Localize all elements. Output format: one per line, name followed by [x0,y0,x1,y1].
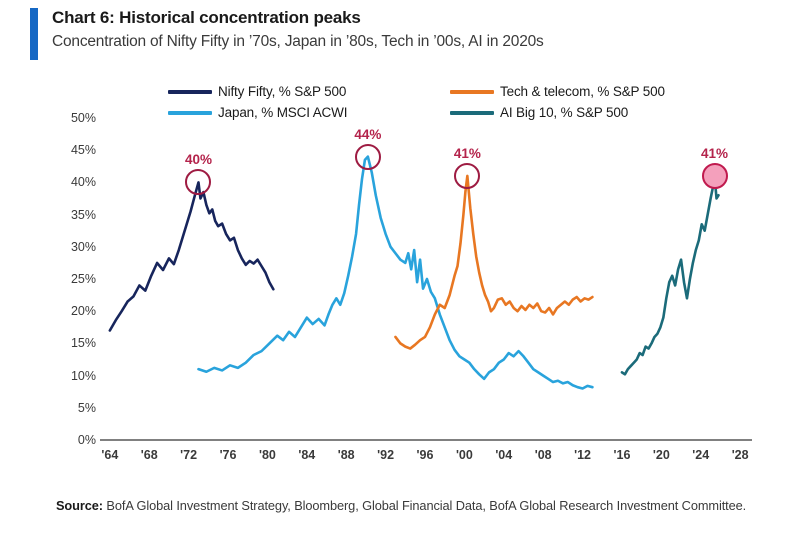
peak-circle-icon [701,162,728,189]
x-axis-tick-label: '28 [731,448,749,462]
legend-label: Japan, % MSCI ACWI [218,105,348,120]
x-axis-tick-label: '88 [337,448,355,462]
y-axis-tick-label: 0% [77,433,96,447]
y-axis-tick-label: 30% [70,239,96,254]
page-title: Chart 6: Historical concentration peaks [52,8,361,27]
source-text: BofA Global Investment Strategy, Bloombe… [102,498,747,513]
legend-label: Nifty Fifty, % S&P 500 [218,84,347,99]
x-axis-tick-label: '76 [219,448,237,462]
x-axis-tick-label: '68 [140,448,158,462]
x-axis-labels: '64 '68 '72 '76 '80 '84 '88 '92 '96 '00 '04 '08 '12 '… [100,448,752,472]
legend-item-1[interactable]: Japan, % MSCI ACWI [168,105,347,120]
chart-header: Chart 6: Historical concentration peaks … [30,6,770,64]
y-axis-tick-label: 15% [70,336,96,351]
x-axis-tick-label: '00 [455,448,473,462]
peak-circle-icon [454,162,481,189]
legend-item-0[interactable]: Nifty Fifty, % S&P 500 [168,84,346,99]
y-axis-tick-label: 50% [70,111,96,125]
x-axis-tick-label: '08 [534,448,552,462]
page-subtitle: Concentration of Nifty Fifty in ’70s, Ja… [52,33,544,50]
legend-item-2[interactable]: Tech & telecom, % S&P 500 [450,84,665,99]
x-axis-tick-label: '04 [495,448,513,462]
x-axis-tick-label: '24 [692,448,710,462]
peak-value-label: 41% [701,145,729,161]
y-axis-tick-label: 40% [70,175,96,190]
series-line-3 [620,174,720,376]
x-axis-tick-label: '64 [101,448,119,462]
x-axis-tick-label: '12 [574,448,591,462]
x-axis-tick-label: '20 [652,448,670,462]
y-axis-tick-label: 5% [77,400,96,415]
legend-swatch-icon [168,110,212,115]
legend-swatch-icon [450,89,494,94]
y-axis-labels: 50% 45% 40% 35% 30% 25% 20% 15% 10% 5% 0% [52,111,96,447]
x-axis-tick-label: '80 [258,448,276,462]
peak-value-label: 44% [354,126,382,142]
legend-label: Tech & telecom, % S&P 500 [500,84,665,99]
legend-label: AI Big 10, % S&P 500 [500,105,629,120]
x-axis-line [100,439,752,441]
source-note: Source: BofA Global Investment Strategy,… [56,496,756,515]
x-axis-tick-label: '96 [416,448,434,462]
source-label: Source: [56,498,103,513]
series-line-1 [197,155,594,390]
series-line-2 [394,174,594,350]
peak-value-label: 41% [453,145,481,161]
legend-item-3[interactable]: AI Big 10, % S&P 500 [450,105,628,120]
y-axis-tick-label: 25% [70,272,96,286]
x-axis-tick-label: '72 [180,448,198,462]
x-axis-tick-label: '16 [613,448,631,462]
y-axis-tick-label: 10% [70,368,96,383]
plot-area: 40% 44% 41% 41% [100,118,750,440]
chart-legend: Nifty Fifty, % S&P 500 Japan, % MSCI ACWI… [168,84,708,126]
legend-swatch-icon [168,89,212,94]
x-axis-tick-label: '92 [377,448,395,462]
peak-value-label: 40% [184,152,212,168]
peak-circle-icon [354,143,381,170]
y-axis-tick-label: 35% [70,207,96,222]
x-axis-tick-label: '84 [298,448,316,462]
y-axis-tick-label: 45% [70,143,96,158]
y-axis-tick-label: 20% [70,304,96,319]
series-line-0 [108,181,275,332]
title-accent-bar [30,8,38,60]
legend-swatch-icon [450,110,494,115]
peak-circle-icon [185,169,212,196]
